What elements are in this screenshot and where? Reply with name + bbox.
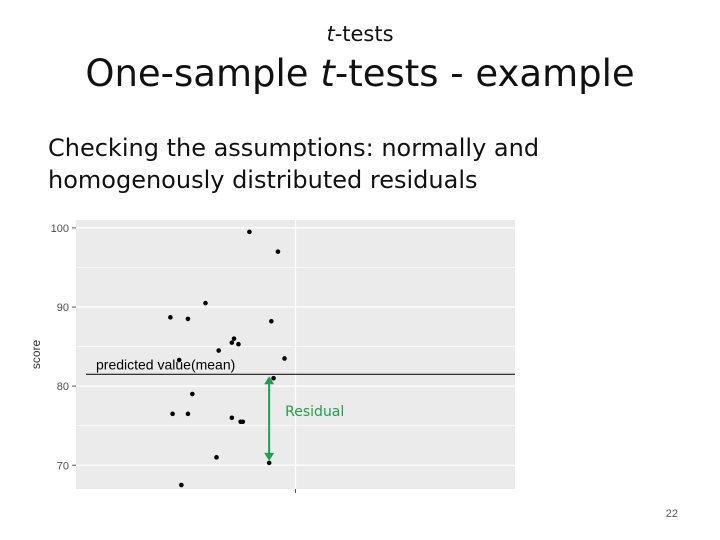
header-t: t: [326, 22, 335, 46]
data-point: [266, 460, 272, 466]
y-tick-label: 100: [51, 223, 69, 235]
data-point: [231, 336, 237, 341]
residual-scatter-chart: 70 80 90 100 score predicted value(mean) Re…: [29, 220, 515, 493]
y-tick-label: 80: [57, 381, 69, 393]
residual-annotation: Residual: [264, 376, 344, 461]
y-tick-label: 90: [57, 302, 69, 314]
data-point: [229, 340, 235, 345]
page-number: 22: [665, 508, 678, 520]
data-point: [247, 229, 252, 235]
data-point: [203, 300, 208, 306]
y-axis-label: score: [29, 340, 43, 370]
data-point: [185, 316, 191, 322]
data-point: [176, 357, 182, 363]
data-point: [170, 411, 175, 417]
data-point: [236, 341, 241, 347]
data-point: [214, 455, 219, 460]
mean-line-label: predicted value(mean): [96, 356, 235, 372]
data-point: [269, 318, 274, 324]
data-point: [185, 411, 191, 417]
data-point: [282, 356, 287, 361]
y-tick-label: 70: [57, 460, 69, 472]
data-point: [179, 482, 184, 488]
slide-title: One-sample t-tests - example: [0, 52, 720, 96]
data-point: [275, 249, 281, 254]
data-point: [271, 375, 276, 381]
grid-lines: [76, 220, 515, 489]
slide-header: t-tests: [0, 22, 720, 46]
title-t: t: [320, 52, 335, 95]
header-rest: -tests: [334, 22, 394, 46]
data-point: [229, 415, 235, 421]
data-point: [190, 391, 195, 397]
residual-arrowhead-bottom: [264, 452, 275, 461]
residual-arrowhead-top: [264, 376, 275, 385]
data-points: [168, 229, 287, 488]
residual-label: Residual: [285, 404, 344, 420]
slide-body-text: Checking the assumptions: normally and h…: [48, 134, 540, 195]
title-pre: One-sample: [85, 52, 321, 95]
y-axis: 70 80 90 100: [51, 223, 76, 472]
data-point: [240, 419, 246, 425]
data-point: [168, 315, 173, 320]
title-post: -tests - example: [334, 52, 635, 95]
data-point: [216, 348, 221, 353]
